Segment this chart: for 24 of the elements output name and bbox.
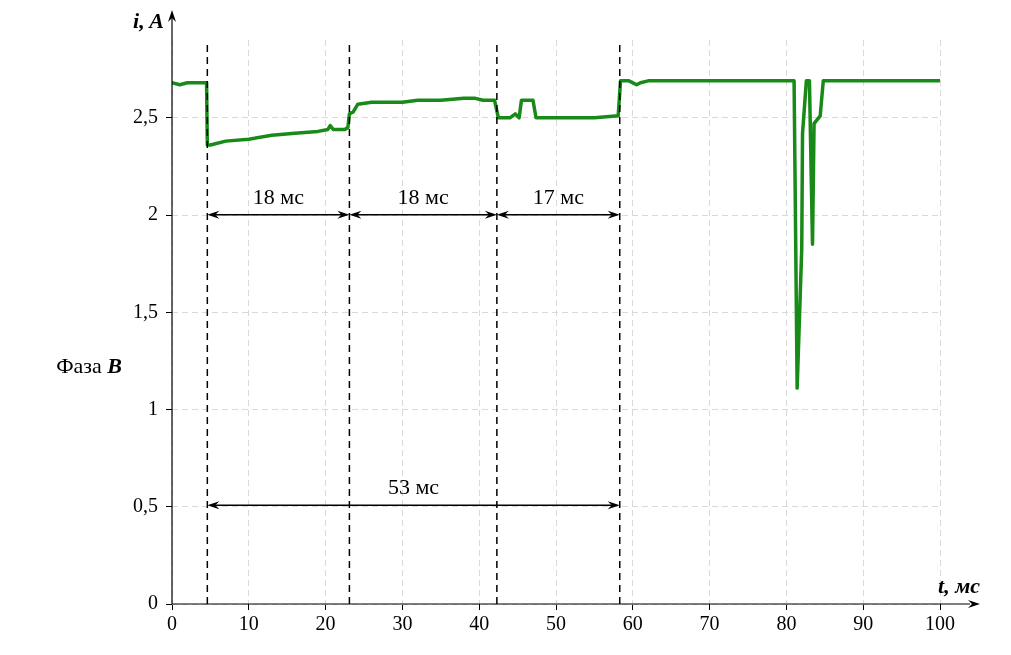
x-tick-label: 30 — [392, 612, 413, 635]
x-tick-label: 0 — [167, 612, 177, 635]
x-tick-label: 20 — [315, 612, 336, 635]
y-axis-title: i, A — [133, 7, 164, 33]
annotation: 53 мс — [387, 474, 440, 500]
y-tick-label: 0 — [148, 591, 158, 614]
x-tick-label: 40 — [469, 612, 490, 635]
annotation: 18 мс — [252, 183, 305, 209]
x-tick-label: 50 — [546, 612, 566, 635]
y-tick-label: 1,5 — [133, 299, 158, 322]
x-tick-label: 10 — [238, 612, 259, 635]
y-tick-label: 0,5 — [133, 494, 158, 517]
annotation: 18 мс — [397, 183, 449, 209]
x-axis-title: t, мс — [938, 572, 981, 598]
y-tick-label: 2,5 — [133, 105, 158, 128]
x-tick-label: 60 — [622, 612, 643, 635]
y-tick-label: 1 — [148, 396, 158, 419]
x-tick-label: 90 — [853, 612, 874, 635]
x-tick-label: 80 — [776, 612, 797, 635]
annotation: 17 мс — [532, 183, 585, 209]
y-tick-label: 2 — [148, 202, 158, 225]
x-tick-label: 100 — [925, 612, 955, 635]
text: Фаза B — [56, 352, 123, 378]
x-tick-label: 70 — [699, 612, 720, 635]
